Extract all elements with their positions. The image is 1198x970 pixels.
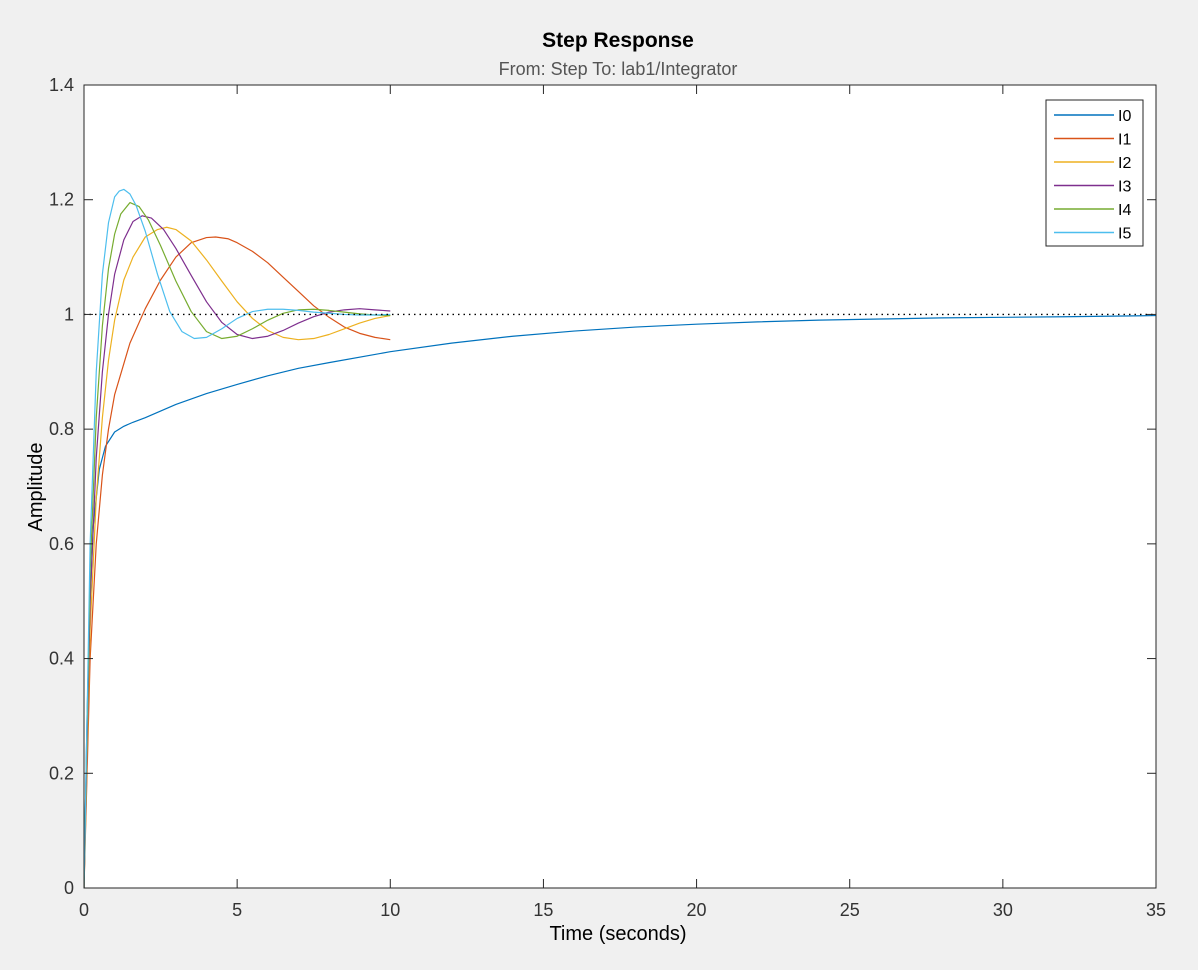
- y-tick-label: 0.2: [49, 763, 74, 783]
- legend-label-i5: I5: [1118, 226, 1131, 243]
- series-line-i0[interactable]: [84, 314, 1156, 888]
- series-line-i5[interactable]: [84, 188, 391, 888]
- chart-subtitle: From: Step To: lab1/Integrator: [499, 59, 738, 79]
- y-tick-label: 0.6: [49, 534, 74, 554]
- plot-frame: [83, 84, 1157, 889]
- legend-label-i0: I0: [1118, 108, 1131, 125]
- plot-area[interactable]: [84, 85, 1156, 888]
- legend-label-i1: I1: [1118, 132, 1131, 149]
- y-tick-label: 1.2: [49, 190, 74, 210]
- x-tick-label: 20: [687, 900, 707, 920]
- x-tick-label: 30: [993, 900, 1013, 920]
- y-tick-label: 1: [64, 304, 74, 324]
- x-tick-label: 5: [232, 900, 242, 920]
- legend-box: [1045, 99, 1144, 247]
- series-line-i4[interactable]: [84, 201, 391, 888]
- y-tick-label: 0.8: [49, 419, 74, 439]
- chart-title: Step Response: [542, 29, 694, 52]
- y-axis-label: Amplitude: [25, 443, 47, 532]
- x-tick-label: 10: [380, 900, 400, 920]
- x-tick-label: 35: [1146, 900, 1166, 920]
- y-tick-label: 0: [64, 878, 74, 898]
- x-tick-label: 15: [533, 900, 553, 920]
- legend-label-i3: I3: [1118, 179, 1131, 196]
- legend[interactable]: I0 I1 I2 I3 I4 I5: [1045, 99, 1144, 247]
- series-layer: [84, 188, 1156, 888]
- legend-label-i4: I4: [1118, 202, 1131, 219]
- series-line-i1[interactable]: [84, 236, 391, 888]
- tick-layer: 0 5 10 15 20 25 30 35 0 0.2 0.4 0.6 0.8 1 1.2 1.4: [49, 75, 1166, 920]
- y-tick-label: 0.4: [49, 649, 74, 669]
- y-tick-label: 1.4: [49, 75, 74, 95]
- series-line-i2[interactable]: [84, 226, 391, 888]
- x-tick-label: 0: [79, 900, 89, 920]
- legend-label-i2: I2: [1118, 155, 1131, 172]
- x-axis-label: Time (seconds): [549, 923, 686, 945]
- x-tick-label: 25: [840, 900, 860, 920]
